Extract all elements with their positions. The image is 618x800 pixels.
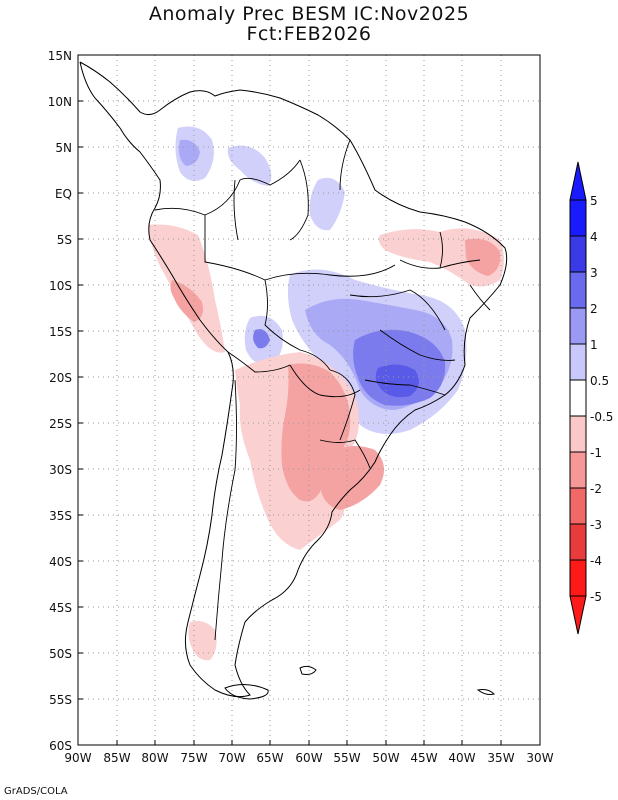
colorbar-segment — [569, 415, 587, 453]
colorbar-segment — [569, 271, 587, 309]
colorbar-label: 2 — [590, 302, 598, 316]
colorbar-segment — [569, 235, 587, 273]
lat-label: 35S — [49, 509, 72, 523]
lon-label: 80W — [141, 751, 168, 765]
lon-label: 70W — [218, 751, 245, 765]
lat-label: 15S — [49, 325, 72, 339]
lat-label: 5S — [57, 233, 72, 247]
lon-label: 35W — [487, 751, 514, 765]
lat-label: 10S — [49, 279, 72, 293]
colorbar-top-arrow — [569, 161, 587, 201]
colorbar-label: -1 — [590, 446, 602, 460]
lon-label: 45W — [410, 751, 437, 765]
lon-label: 75W — [180, 751, 207, 765]
anomaly-pos-guiana — [309, 177, 345, 231]
software-credit: GrADS/COLA — [4, 786, 68, 797]
lat-label: 55S — [49, 693, 72, 707]
colorbar-label: -2 — [590, 482, 602, 496]
chart-title-line1: Anomaly Prec BESM IC:Nov2025 — [148, 3, 470, 25]
lat-label: 40S — [49, 555, 72, 569]
anomaly-neg-uruguay — [319, 446, 384, 510]
country-borders — [154, 139, 491, 641]
lon-label: 60W — [295, 751, 322, 765]
colorbar: 5 4 3 2 1 0.5 -0.5 -1 -2 -3 -4 -5 — [569, 161, 613, 635]
lat-label: 15N — [48, 49, 72, 63]
colorbar-label: 3 — [590, 266, 598, 280]
colorbar-label: -4 — [590, 554, 602, 568]
colorbar-label: 0.5 — [590, 374, 609, 388]
colorbar-segment — [569, 379, 587, 417]
anomaly-pos-core-2 — [253, 329, 270, 349]
lon-label: 55W — [333, 751, 360, 765]
colorbar-segment — [569, 487, 587, 525]
colorbar-bottom-arrow — [569, 595, 587, 635]
anomaly-neg-patagonia — [188, 621, 217, 661]
anomaly-neg-paraguay-2 — [281, 363, 351, 502]
lat-lon-grid — [78, 55, 540, 745]
lat-labels: 15N 10N 5N EQ 5S 10S 15S 20S 25S 30S 35S… — [48, 49, 72, 753]
colorbar-label: -3 — [590, 518, 602, 532]
lat-label: 50S — [49, 647, 72, 661]
colorbar-label: -5 — [590, 590, 602, 604]
anomaly-fields — [148, 126, 504, 661]
colorbar-segment — [569, 199, 587, 237]
lon-label: 40W — [448, 751, 475, 765]
colorbar-segment — [569, 523, 587, 561]
south-america-coastline — [79, 61, 508, 698]
colorbar-segment — [569, 343, 587, 381]
lat-label: 10N — [48, 95, 72, 109]
colorbar-label: 4 — [590, 230, 598, 244]
lat-label: EQ — [55, 187, 72, 201]
lat-label: 45S — [49, 601, 72, 615]
lon-label: 30W — [526, 751, 553, 765]
colorbar-label: 1 — [590, 338, 598, 352]
colorbar-label: 5 — [590, 194, 598, 208]
anomaly-pos-venezuela — [227, 145, 272, 186]
colorbar-segment — [569, 307, 587, 345]
lat-label: 20S — [49, 371, 72, 385]
tierra-del-fuego — [224, 684, 269, 700]
falklands — [299, 665, 317, 675]
lon-label: 50W — [372, 751, 399, 765]
lon-labels: 90W 85W 80W 75W 70W 65W 60W 55W 50W 45W … — [64, 751, 553, 765]
anomaly-neg-ne-brazil-2 — [465, 238, 501, 276]
lat-label: 25S — [49, 417, 72, 431]
lon-label: 65W — [256, 751, 283, 765]
colorbar-segment — [569, 559, 587, 597]
lat-label: 60S — [49, 739, 72, 753]
lon-label: 90W — [64, 751, 91, 765]
colorbar-label: -0.5 — [590, 410, 613, 424]
south-georgia — [476, 689, 495, 695]
lat-label: 5N — [55, 141, 72, 155]
colorbar-segment — [569, 451, 587, 489]
anomaly-pos-core — [375, 364, 419, 398]
lon-label: 85W — [103, 751, 130, 765]
chart-title-line2: Fct:FEB2026 — [246, 23, 372, 45]
anomaly-pos-mid-2 — [178, 139, 200, 166]
axis-ticks — [77, 54, 541, 746]
coastlines — [79, 61, 508, 700]
lat-label: 30S — [49, 463, 72, 477]
